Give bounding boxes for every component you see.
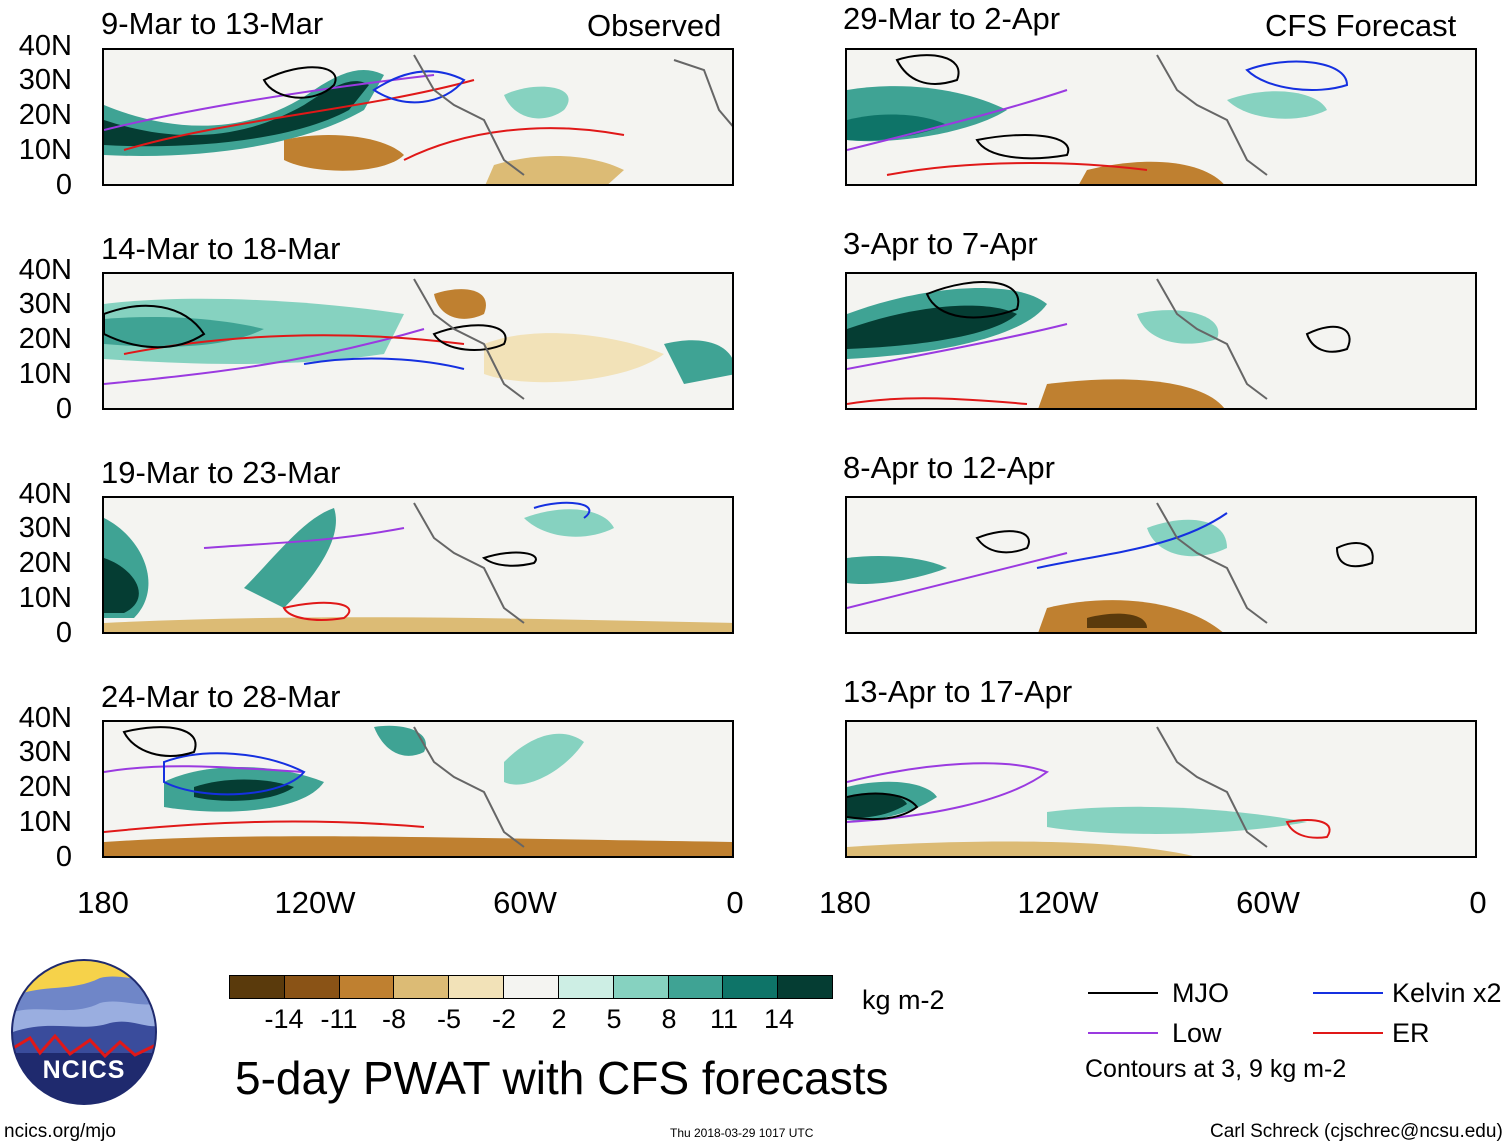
pwat-map <box>847 54 1349 184</box>
y-label-20n: 20N <box>18 323 72 355</box>
x-label-60w-left: 60W <box>493 885 557 920</box>
pwat-map <box>104 725 732 856</box>
y-label-0: 0 <box>55 617 72 649</box>
pwat-map <box>847 278 1351 408</box>
y-label-40n: 40N <box>18 702 72 734</box>
cfs-forecast-label: CFS Forecast <box>1265 8 1457 43</box>
y-label-10n: 10N <box>18 582 72 614</box>
ncics-logo: NCICS <box>10 958 158 1106</box>
colorbar-label: 11 <box>709 1004 739 1034</box>
legend-line-low <box>1088 1032 1158 1034</box>
x-label-180-left: 180 <box>77 885 129 920</box>
y-label-40n: 40N <box>18 30 72 62</box>
legend-line-kelvin <box>1313 992 1383 994</box>
panel-title-right-1: 29-Mar to 2-Apr <box>843 1 1061 36</box>
pwat-map <box>847 502 1374 632</box>
y-label-0: 0 <box>55 169 72 201</box>
colorbar-units: kg m-2 <box>862 985 945 1015</box>
legend-label-low: Low <box>1172 1018 1222 1048</box>
y-label-20n: 20N <box>18 99 72 131</box>
observed-label: Observed <box>587 8 722 43</box>
colorbar-swatch <box>504 976 559 998</box>
y-label-10n: 10N <box>18 806 72 838</box>
colorbar-label: 2 <box>551 1004 567 1034</box>
legend-line-mjo <box>1088 992 1158 994</box>
colorbar <box>229 975 833 999</box>
footer-url[interactable]: ncics.org/mjo <box>4 1121 116 1142</box>
legend-label-kelvin: Kelvin x2 <box>1392 978 1502 1008</box>
colorbar-swatch <box>230 976 285 998</box>
x-label-180-right: 180 <box>819 885 871 920</box>
colorbar-swatch <box>284 976 340 998</box>
y-label-30n: 30N <box>18 512 72 544</box>
panel-title-right-4: 13-Apr to 17-Apr <box>843 674 1073 709</box>
colorbar-label: 8 <box>661 1004 677 1034</box>
main-title: 5-day PWAT with CFS forecasts <box>235 1052 889 1104</box>
ncics-logo-text: NCICS <box>42 1056 126 1084</box>
colorbar-swatch <box>394 976 450 998</box>
y-label-0: 0 <box>55 393 72 425</box>
panel-title-left-3: 19-Mar to 23-Mar <box>101 455 341 490</box>
pwat-map <box>104 54 732 184</box>
colorbar-label: -8 <box>381 1004 406 1034</box>
map-panel-right-2 <box>845 272 1477 410</box>
colorbar-swatch <box>778 976 832 998</box>
legend-line-er <box>1313 1032 1383 1034</box>
y-label-20n: 20N <box>18 547 72 579</box>
legend-label-mjo: MJO <box>1172 978 1229 1008</box>
map-panel-left-3 <box>102 496 734 634</box>
x-label-60w-right: 60W <box>1236 885 1300 920</box>
legend-label-er: ER <box>1392 1018 1430 1048</box>
panel-title-left-4: 24-Mar to 28-Mar <box>101 679 341 714</box>
panel-title-left-1: 9-Mar to 13-Mar <box>101 6 324 41</box>
colorbar-label: 5 <box>606 1004 622 1034</box>
x-label-0-right: 0 <box>1469 885 1487 920</box>
y-label-40n: 40N <box>18 478 72 510</box>
colorbar-label: -11 <box>320 1004 358 1034</box>
colorbar-label: -14 <box>264 1004 304 1034</box>
y-label-0: 0 <box>55 841 72 873</box>
y-label-30n: 30N <box>18 64 72 96</box>
map-panel-right-1 <box>845 48 1477 186</box>
footer-timestamp: Thu 2018-03-29 1017 UTC <box>670 1126 814 1140</box>
x-label-120w-right: 120W <box>1017 885 1099 920</box>
legend-note: Contours at 3, 9 kg m-2 <box>1085 1055 1347 1083</box>
colorbar-swatch <box>723 976 779 998</box>
colorbar-label: -2 <box>491 1004 516 1034</box>
panel-title-right-2: 3-Apr to 7-Apr <box>843 226 1038 261</box>
colorbar-swatch <box>558 976 614 998</box>
y-label-20n: 20N <box>18 771 72 803</box>
pwat-map <box>104 501 732 632</box>
map-panel-left-1 <box>102 48 734 186</box>
y-label-10n: 10N <box>18 134 72 166</box>
ncics-logo-graphic <box>11 959 157 1105</box>
map-panel-right-3 <box>845 496 1477 634</box>
panel-title-left-2: 14-Mar to 18-Mar <box>101 231 341 266</box>
pwat-map <box>104 278 732 400</box>
colorbar-swatch <box>449 976 505 998</box>
footer-credit: Carl Schreck (cjschrec@ncsu.edu) <box>1210 1121 1503 1142</box>
colorbar-swatch <box>339 976 395 998</box>
map-panel-left-4 <box>102 720 734 858</box>
map-panel-right-4 <box>845 720 1477 858</box>
y-label-40n: 40N <box>18 254 72 286</box>
y-label-10n: 10N <box>18 358 72 390</box>
panel-title-right-3: 8-Apr to 12-Apr <box>843 450 1055 485</box>
x-label-120w-left: 120W <box>274 885 356 920</box>
pwat-map <box>847 726 1331 856</box>
colorbar-label: -5 <box>436 1004 461 1034</box>
map-panel-left-2 <box>102 272 734 410</box>
x-label-0-left: 0 <box>726 885 744 920</box>
colorbar-swatch <box>668 976 724 998</box>
colorbar-label: 14 <box>763 1004 795 1034</box>
colorbar-swatch <box>613 976 669 998</box>
y-label-30n: 30N <box>18 736 72 768</box>
y-label-30n: 30N <box>18 288 72 320</box>
